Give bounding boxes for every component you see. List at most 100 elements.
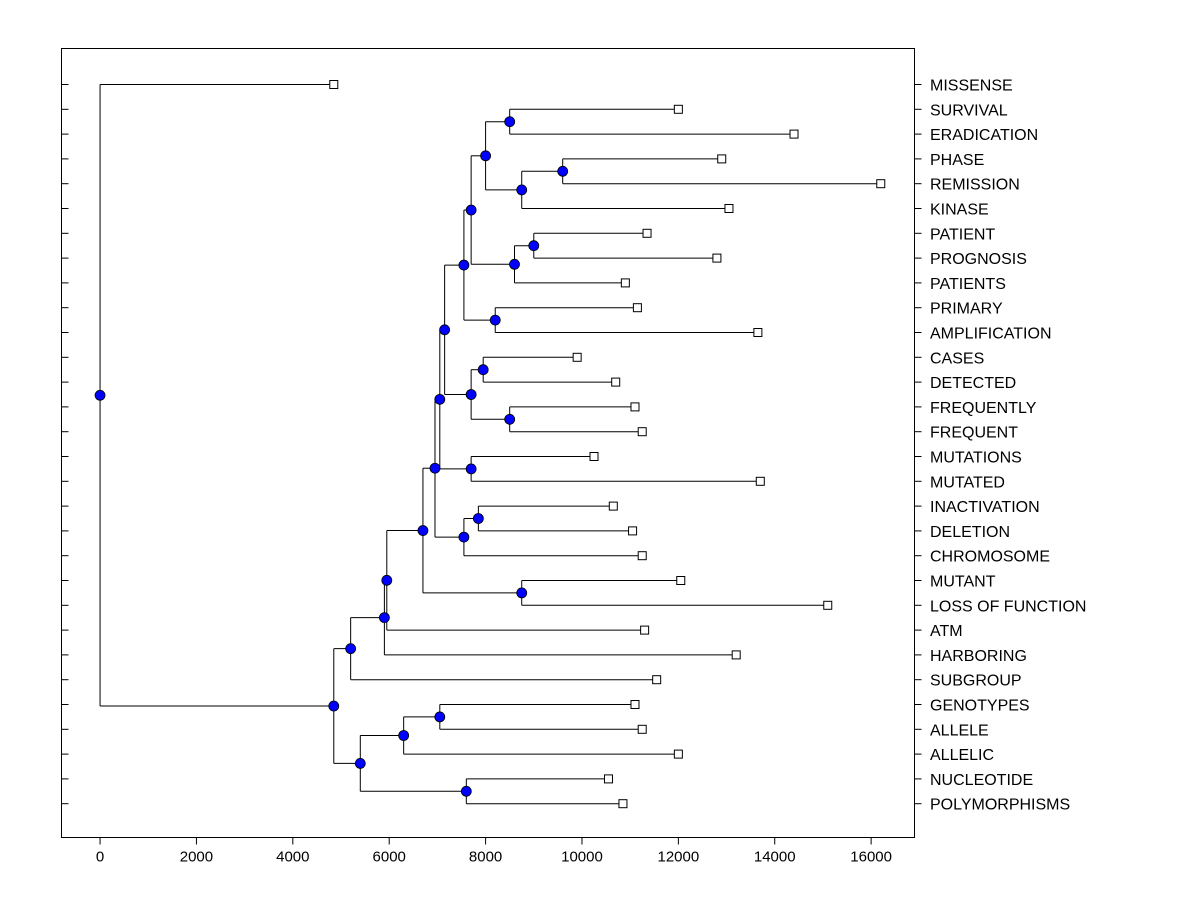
leaf-label-primary: PRIMARY <box>930 301 1003 318</box>
leaf-label-loss-of-function: LOSS OF FUNCTION <box>930 598 1086 615</box>
merge-node-n8 <box>489 314 501 326</box>
leaf-marker-nucleotide <box>603 774 613 784</box>
leaf-label-cases: CASES <box>930 350 984 367</box>
x-tick-label: 8000 <box>469 849 502 866</box>
leaf-marker-mutations <box>589 452 599 461</box>
merge-node-n26 <box>460 785 472 797</box>
leaf-label-mutated: MUTATED <box>930 474 1005 491</box>
leaf-label-frequently: FREQUENTLY <box>930 400 1037 417</box>
x-tick-label: 2000 <box>180 849 213 866</box>
leaf-marker-cases <box>572 352 582 362</box>
leaf-label-frequent: FREQUENT <box>930 425 1018 442</box>
leaf-label-remission: REMISSION <box>930 177 1020 194</box>
leaf-marker-amplification <box>753 328 763 337</box>
leaf-marker-chromosome <box>637 551 647 561</box>
leaf-marker-mutated <box>755 476 765 486</box>
merge-node-n11 <box>504 413 516 425</box>
y-axis-ticks <box>61 84 69 805</box>
leaf-marker-deletion <box>628 526 638 536</box>
right-axis-ticks <box>914 84 922 805</box>
leaf-label-missense: MISSENSE <box>930 78 1013 95</box>
merge-node-n3 <box>516 184 528 196</box>
merge-node-n14 <box>465 463 477 475</box>
leaf-label-patients: PATIENTS <box>930 276 1006 293</box>
leaf-marker-allelic <box>673 749 683 759</box>
leaf-label-subgroup: SUBGROUP <box>930 673 1022 690</box>
merge-node-n15 <box>434 393 446 405</box>
x-tick-label: 14000 <box>754 849 796 866</box>
x-axis: 0 2000 4000 6000 8000 10000 12000 14000 16000 <box>96 837 892 866</box>
merge-node-root <box>94 389 106 401</box>
merge-node-n13 <box>439 324 451 336</box>
merge-node-n27 <box>354 758 366 769</box>
merge-node-n20 <box>417 525 429 536</box>
x-tick-label: 12000 <box>657 849 699 866</box>
merge-node-n16 <box>472 513 484 524</box>
merge-node-n18 <box>429 462 441 474</box>
merge-node-n17 <box>458 531 470 543</box>
merge-node-n2 <box>557 165 569 177</box>
leaf-marker-missense <box>329 80 339 89</box>
merge-node-n9 <box>458 259 470 271</box>
x-tick-label: 4000 <box>276 849 309 866</box>
merge-node-n28 <box>328 700 340 712</box>
leaf-marker-survival <box>673 104 683 114</box>
leaf-label-genotypes: GENOTYPES <box>930 698 1030 715</box>
merge-node-n24 <box>434 711 446 723</box>
leaf-label-chromosome: CHROMOSOME <box>930 549 1050 566</box>
leaf-marker-loss-of-function <box>823 600 833 610</box>
leaf-marker-allele <box>637 724 647 734</box>
x-tick-label: 10000 <box>561 849 603 866</box>
x-tick-label: 0 <box>96 849 104 866</box>
x-tick-label: 6000 <box>373 849 406 866</box>
leaf-label-patient: PATIENT <box>930 226 995 243</box>
leaf-label-phase: PHASE <box>930 152 984 169</box>
leaf-label-amplification: AMPLIFICATION <box>930 326 1052 343</box>
merge-node-n10 <box>477 364 489 376</box>
merge-node-n19 <box>516 587 528 599</box>
leaf-label-inactivation: INACTIVATION <box>930 499 1040 516</box>
leaf-marker-harboring <box>731 650 741 660</box>
leaf-marker-inactivation <box>608 501 618 511</box>
leaf-marker-detected <box>611 377 621 387</box>
leaf-marker-phase <box>717 154 727 164</box>
leaf-marker-patients <box>620 278 630 288</box>
merge-node-n4 <box>480 150 491 162</box>
merge-node-n7 <box>465 204 477 216</box>
leaf-markers <box>329 80 886 809</box>
leaf-marker-kinase <box>724 204 734 213</box>
leaf-label-mutations: MUTATIONS <box>930 450 1022 467</box>
merge-node-n5 <box>528 240 540 252</box>
merge-node-n21 <box>381 574 393 586</box>
merge-nodes <box>94 116 569 797</box>
merge-node-n25 <box>398 730 410 741</box>
leaf-marker-mutant <box>676 576 686 585</box>
leaf-marker-remission <box>876 179 886 189</box>
leaf-label-deletion: DELETION <box>930 524 1010 541</box>
leaf-marker-polymorphisms <box>618 799 628 809</box>
dendrogram-links <box>99 84 881 805</box>
leaf-label-survival: SURVIVAL <box>930 102 1008 119</box>
leaf-marker-atm <box>640 625 650 635</box>
leaf-marker-frequent <box>637 427 647 437</box>
merge-node-n12 <box>465 389 477 400</box>
leaf-label-kinase: KINASE <box>930 202 989 219</box>
leaf-label-mutant: MUTANT <box>930 574 996 591</box>
leaf-label-prognosis: PROGNOSIS <box>930 251 1027 268</box>
leaf-label-allele: ALLELE <box>930 722 989 739</box>
merge-node-n6 <box>509 258 520 270</box>
leaf-label-detected: DETECTED <box>930 375 1016 392</box>
leaf-marker-frequently <box>630 402 640 412</box>
leaf-marker-subgroup <box>652 675 662 685</box>
merge-node-n22 <box>378 612 390 624</box>
leaf-marker-prognosis <box>712 253 722 263</box>
plot-frame <box>61 48 915 838</box>
leaf-label-polymorphisms: POLYMORPHISMS <box>930 797 1070 814</box>
leaf-label-nucleotide: NUCLEOTIDE <box>930 772 1033 789</box>
merge-node-n23 <box>345 643 357 655</box>
leaf-label-harboring: HARBORING <box>930 648 1027 665</box>
leaf-labels: MISSENSE SURVIVAL ERADICATION PHASE REMISSIO… <box>930 78 1086 814</box>
leaf-label-allelic: ALLELIC <box>930 747 994 764</box>
merge-node-n1 <box>504 116 516 128</box>
